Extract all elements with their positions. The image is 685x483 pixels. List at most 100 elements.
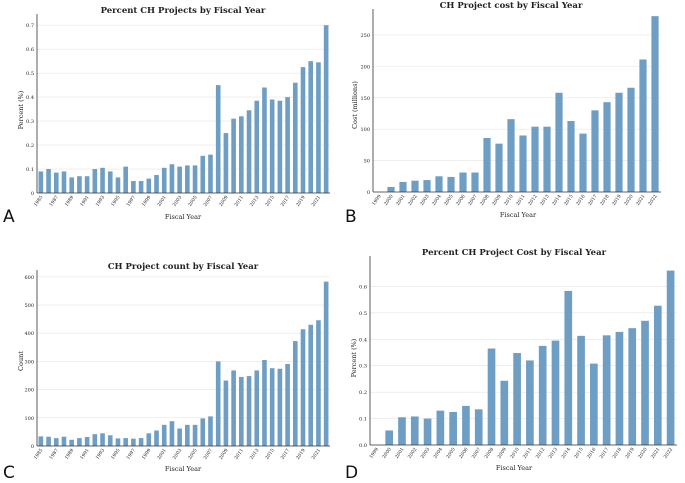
bar-2016 [579,133,587,192]
y-tick-label: 0.0 [359,443,367,449]
bar-2012 [246,110,252,193]
x-tick-label: 2008 [479,194,491,207]
x-tick-label: 2021 [635,194,647,207]
bar-2022 [323,281,329,446]
bar-2017 [285,97,290,193]
x-tick-label: 2000 [383,194,395,207]
x-tick-label: 2002 [407,194,419,207]
bar-2008 [483,137,491,192]
y-tick-label: 0.6 [359,284,367,290]
x-axis-label: Fiscal Year [496,464,533,472]
x-tick-label: 2006 [458,447,470,460]
bar-1996 [123,166,128,193]
bar-2022 [651,16,659,192]
x-tick-label: 2019 [295,195,307,208]
bar-2018 [292,341,298,446]
bar-2017 [285,363,290,446]
bar-2000 [154,175,159,193]
bar-2020 [641,320,649,445]
bar-2003 [177,428,182,446]
bar-2000 [154,430,159,446]
y-tick-label: 0.3 [359,364,367,370]
bar-2016 [277,368,283,446]
x-tick-label: 2011 [515,194,527,207]
bar-2013 [543,126,551,192]
y-tick-label: 100 [24,416,34,422]
x-tick-label: 2015 [573,447,585,460]
bar-2006 [200,155,206,193]
x-tick-label: 1999 [371,194,383,207]
bar-2020 [308,61,314,194]
bar-2009 [495,143,503,192]
x-tick-label: 1995 [110,448,122,461]
bar-2002 [169,421,175,446]
x-tick-label: 2019 [295,448,307,461]
bar-2008 [215,85,221,193]
x-tick-label: 2005 [187,448,199,461]
bar-2007 [471,172,479,192]
x-tick-label: 2013 [539,194,551,207]
x-tick-label: 1987 [48,448,60,461]
y-tick-label: 150 [360,96,370,102]
bar-2002 [410,416,419,445]
x-tick-label: 2009 [218,195,230,208]
x-tick-label: 2014 [560,447,572,460]
bar-1990 [77,176,82,193]
bar-2019 [300,67,306,193]
x-tick-label: 2017 [280,195,292,208]
x-tick-label: 2010 [509,447,521,460]
bar-2001 [161,167,167,193]
bar-1991 [84,176,90,193]
x-tick-label: 2022 [663,447,675,460]
x-tick-label: 2013 [547,447,559,460]
bar-1986 [46,436,51,446]
x-axis-label: Fiscal Year [500,211,537,219]
bar-2002 [411,180,419,192]
bar-1992 [92,169,98,193]
chart-title: CH Project cost by Fiscal Year [440,1,583,11]
x-tick-label: 2011 [522,447,534,460]
x-tick-label: 2003 [172,448,184,461]
chart-title: CH Project count by Fiscal Year [108,262,259,272]
bar-2022 [666,270,675,445]
x-tick-label: 2011 [233,195,245,208]
bar-2013 [254,370,260,446]
bar-1990 [77,438,82,446]
panel-letter-a: A [3,207,15,227]
x-tick-label: 2005 [187,195,199,208]
bar-1994 [107,435,113,446]
bar-2002 [169,164,175,193]
bar-2014 [555,92,563,192]
bar-2009 [500,380,509,445]
bar-2006 [200,418,206,446]
bar-1985 [38,436,44,446]
bar-2007 [208,416,213,446]
bar-2009 [223,133,229,193]
x-tick-label: 2021 [650,447,662,460]
bar-2015 [269,99,275,193]
bar-1986 [46,169,51,193]
bar-2004 [185,424,190,446]
y-tick-label: 300 [24,359,34,365]
bar-2012 [538,345,547,445]
x-tick-label: 2014 [551,194,563,207]
x-tick-label: 2009 [218,448,230,461]
x-tick-label: 2004 [431,194,443,207]
panel-letter-d: D [345,463,359,483]
x-tick-label: 2018 [611,447,623,460]
chart-panel-c: CH Project count by Fiscal Year Fiscal Y… [0,241,342,481]
x-tick-label: 1985 [33,195,45,208]
y-tick-label: 250 [360,33,370,39]
x-tick-label: 2007 [471,447,483,460]
x-tick-label: 2012 [527,194,539,207]
bar-2003 [423,418,432,445]
x-tick-label: 2007 [202,195,214,208]
bar-1997 [131,181,136,193]
x-axis-label: Fiscal Year [165,465,202,473]
panel-letter-c: C [3,463,15,483]
x-tick-label: 1989 [64,448,76,461]
bar-2001 [399,181,407,192]
bar-2010 [507,119,515,192]
bar-2012 [531,126,539,192]
bar-1993 [100,433,105,446]
